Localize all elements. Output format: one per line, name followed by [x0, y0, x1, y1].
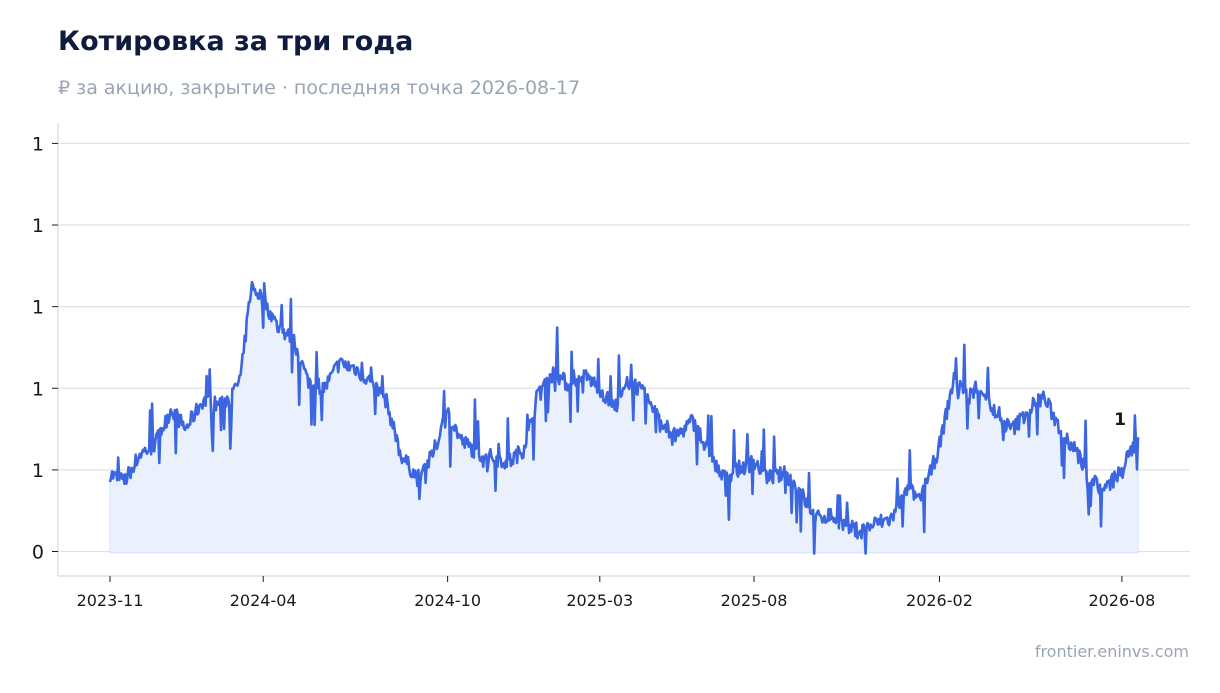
last-value-label: 1: [1114, 410, 1126, 430]
y-tick-label: 1: [32, 215, 44, 237]
x-tick-label: 2026-08: [1088, 591, 1155, 610]
x-tick-label: 2024-04: [230, 591, 297, 610]
chart-title: Котировка за три года: [58, 26, 414, 57]
price-series: 1: [108, 280, 1140, 555]
price-line: [108, 280, 1140, 555]
y-tick-label: 0: [32, 542, 44, 564]
source-label: frontier.eninvs.com: [1034, 642, 1189, 661]
x-tick-label: 2024-10: [414, 591, 481, 610]
x-tick-label: 2025-03: [566, 591, 633, 610]
y-tick-labels: 0 1 1 1 1 1: [32, 133, 58, 564]
y-tick-label: 1: [32, 297, 44, 319]
x-tick-label: 2023-11: [77, 591, 144, 610]
y-tick-label: 1: [32, 133, 44, 155]
x-tick-label: 2026-02: [906, 591, 973, 610]
x-tick-label: 2025-08: [721, 591, 788, 610]
y-tick-label: 1: [32, 378, 44, 400]
y-tick-label: 1: [32, 460, 44, 482]
x-tick-labels: 2023-11 2024-04 2024-10 2025-03 2025-08 2026-…: [77, 576, 1155, 610]
chart-subtitle: ₽ за акцию, закрытие · последняя точка 2…: [58, 77, 581, 99]
plot-axes: [57, 123, 1190, 577]
